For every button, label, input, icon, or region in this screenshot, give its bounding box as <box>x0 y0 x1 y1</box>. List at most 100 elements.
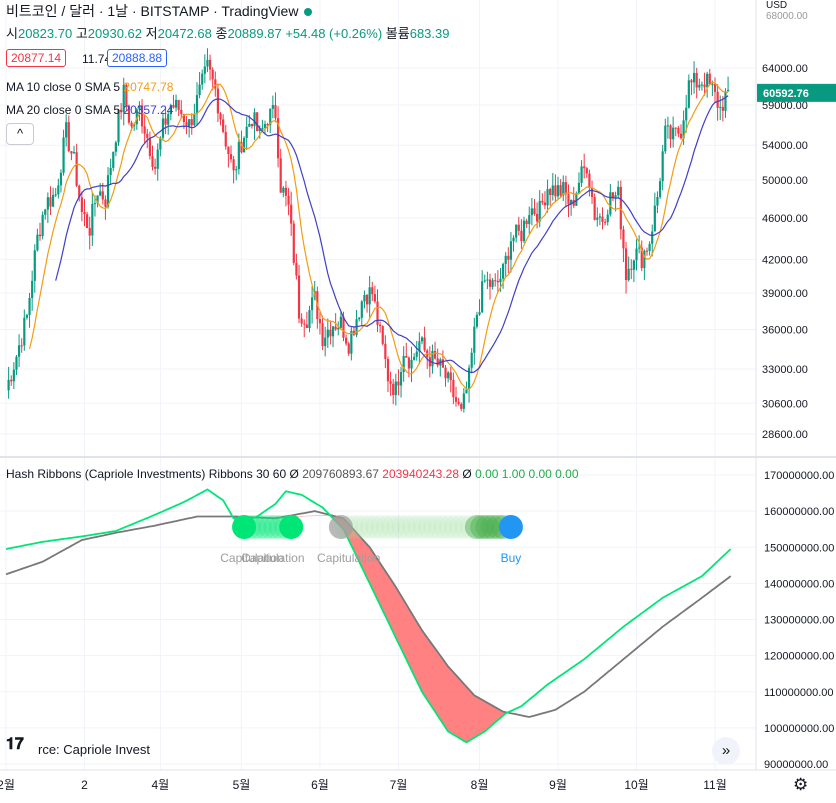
capitulation-dot <box>470 515 495 539</box>
capitulation-dot <box>433 515 458 539</box>
candle <box>38 234 42 237</box>
buy-button[interactable]: 20888.88 <box>107 49 168 67</box>
candle <box>402 355 405 373</box>
candle <box>677 127 680 134</box>
candle <box>392 383 395 396</box>
capitulation-dot <box>417 515 442 539</box>
candle <box>462 393 465 409</box>
capitulation-label: Capitulation <box>317 551 380 565</box>
candle <box>711 84 714 86</box>
candle <box>167 114 170 125</box>
time-axis-tick-label: 10월 <box>624 778 648 792</box>
candle <box>284 187 288 196</box>
hash-axis-tick-label: 150000000.00 <box>764 542 834 554</box>
double-chevron-right-icon[interactable]: » <box>712 737 740 765</box>
candle <box>41 214 44 237</box>
candle <box>444 367 447 379</box>
high-value: 20930.62 <box>87 26 143 41</box>
price-axis-tick-label: 28600.00 <box>762 429 808 441</box>
candle <box>648 243 651 251</box>
candle <box>7 379 10 391</box>
candle <box>122 84 125 113</box>
candle <box>481 281 484 313</box>
ma10-legend[interactable]: MA 10 close 0 SMA 5 20747.78 <box>6 80 173 94</box>
indicator-v5: 1.00 <box>501 467 526 481</box>
candle <box>185 122 188 127</box>
candle <box>687 80 690 108</box>
candle <box>452 379 455 398</box>
candle <box>716 91 719 108</box>
candle <box>567 194 570 205</box>
candle <box>399 372 403 386</box>
candle <box>638 247 641 249</box>
candle <box>598 216 601 218</box>
candle <box>564 182 567 195</box>
indicator-v3: Ø <box>462 467 472 481</box>
price-axis-tick-label: 36000.00 <box>762 324 808 336</box>
candle <box>512 237 515 242</box>
capitulation-dot <box>253 515 278 539</box>
price-axis-tick-label: 30600.00 <box>762 398 808 410</box>
candle <box>62 137 65 173</box>
candle <box>572 199 575 206</box>
candle <box>216 88 220 114</box>
candle <box>617 186 620 196</box>
candle <box>509 241 513 260</box>
candle <box>261 128 264 130</box>
candle <box>630 268 633 270</box>
candle <box>640 247 643 269</box>
candle <box>499 278 502 283</box>
price-axis-tick-label: 33000.00 <box>762 364 808 376</box>
candle <box>347 343 350 354</box>
candle <box>635 248 638 261</box>
candle <box>143 126 146 134</box>
candle <box>274 105 277 119</box>
candle <box>517 224 520 231</box>
time-axis-tick-label: 9월 <box>549 778 567 792</box>
sell-button[interactable]: 20877.14 <box>6 49 67 67</box>
candle <box>363 295 366 302</box>
candle <box>67 122 70 152</box>
candle <box>310 297 314 311</box>
ma20-legend[interactable]: MA 20 close 0 SMA 5 20357.24 <box>6 103 173 117</box>
candle <box>713 84 717 92</box>
candle <box>541 200 544 203</box>
candle <box>271 105 274 109</box>
capitulation-dot <box>470 515 495 539</box>
candle <box>606 214 609 223</box>
candle <box>410 359 413 369</box>
candle <box>692 72 696 83</box>
buy-signal-dot <box>498 515 523 539</box>
candle <box>224 131 227 147</box>
candle <box>473 326 476 353</box>
capitulation-dot <box>475 515 500 539</box>
capitulation-dot <box>360 515 385 539</box>
capitulation-dot <box>464 515 489 539</box>
candle <box>706 73 709 88</box>
candle <box>10 379 13 382</box>
ma20-label: MA 20 close 0 SMA 5 <box>6 103 121 117</box>
candle <box>386 358 390 382</box>
capitulation-dot <box>381 515 406 539</box>
indicator-legend[interactable]: Hash Ribbons (Capriole Investments) Ribb… <box>6 467 579 481</box>
collapse-legend-button[interactable]: ^ <box>6 123 34 145</box>
candle <box>28 298 31 315</box>
candle <box>559 185 562 196</box>
candle <box>698 84 701 88</box>
candle <box>554 185 557 197</box>
candle <box>23 317 26 346</box>
tradingview-logo-icon[interactable]: 𝟏𝟕 <box>6 736 24 753</box>
candle <box>583 166 586 169</box>
gear-icon[interactable]: ⚙ <box>793 775 809 794</box>
candle <box>433 350 437 359</box>
candle <box>457 401 460 404</box>
candle <box>708 73 711 85</box>
candle <box>297 275 301 319</box>
capitulation-dot <box>258 515 283 539</box>
candle <box>394 381 397 396</box>
hash-axis-tick-label: 90000000.00 <box>764 759 828 771</box>
candle <box>460 403 463 409</box>
candle <box>130 122 133 127</box>
price-axis-tick-label: 39000.00 <box>762 288 808 300</box>
candle <box>49 197 52 207</box>
